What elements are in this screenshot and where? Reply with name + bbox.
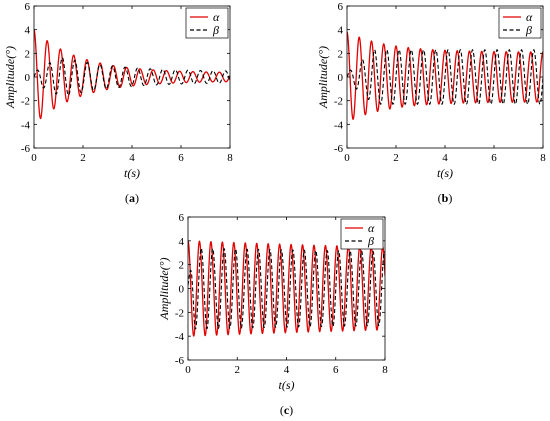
panel-caption: (c): [280, 403, 293, 417]
legend-box: [340, 218, 384, 250]
y-tick-label: -2: [175, 307, 184, 319]
series-line-alpha: [347, 31, 543, 120]
chart-panel-b: 0 2 4 6 8 -6 -4 -2 0 2 4 6 t(s) Amplitude(°) αβ (b): [316, 1, 546, 205]
series-line-alpha: [188, 240, 385, 337]
y-tick-label: -2: [21, 96, 30, 108]
x-tick-label: 8: [227, 152, 233, 164]
legend-label: β: [525, 23, 532, 37]
y-tick-label: -2: [334, 96, 343, 108]
y-tick-label: 4: [25, 25, 31, 37]
y-tick-label: 6: [179, 212, 185, 224]
y-tick-label: 6: [338, 1, 344, 13]
series-line-beta: [188, 247, 385, 330]
x-tick-label: 4: [284, 364, 290, 376]
y-tick-label: 0: [338, 72, 344, 84]
x-tick-label: 2: [80, 152, 86, 164]
legend: αβ: [498, 7, 542, 39]
legend-label: β: [367, 234, 374, 248]
chart-panel-c: 0 2 4 6 8 -6 -4 -2 0 2 4 6 t(s) Amplitude(°) αβ (c): [157, 212, 388, 417]
x-axis-label: t(s): [124, 166, 140, 180]
y-tick-label: 2: [25, 48, 31, 60]
x-tick-label: 0: [185, 364, 191, 376]
panel-caption: (b): [438, 191, 453, 205]
legend-box: [185, 7, 229, 39]
legend-label: α: [213, 10, 220, 24]
series-line-beta: [347, 49, 543, 105]
y-tick-label: -4: [334, 119, 344, 131]
y-tick-label: 4: [179, 236, 185, 248]
y-tick-label: 4: [338, 25, 344, 37]
y-tick-label: 2: [179, 260, 185, 272]
y-axis-label: Amplitude(°): [157, 257, 171, 320]
x-axis-label: t(s): [437, 166, 453, 180]
panel-caption: (a): [125, 191, 139, 205]
y-tick-label: 0: [25, 72, 31, 84]
legend-box: [498, 7, 542, 39]
x-tick-label: 0: [31, 152, 37, 164]
y-tick-label: -6: [334, 143, 344, 155]
legend-label: α: [368, 221, 375, 235]
x-tick-label: 8: [382, 364, 388, 376]
y-tick-label: -4: [175, 331, 185, 343]
y-tick-label: 0: [179, 284, 185, 296]
x-tick-label: 4: [129, 152, 135, 164]
y-axis-label: Amplitude(°): [3, 46, 17, 109]
x-tick-label: 4: [442, 152, 448, 164]
y-tick-label: 2: [338, 48, 344, 60]
y-tick-label: -4: [21, 119, 31, 131]
x-tick-label: 6: [178, 152, 184, 164]
y-tick-label: -6: [21, 143, 31, 155]
x-tick-label: 2: [393, 152, 399, 164]
x-tick-label: 8: [540, 152, 546, 164]
legend-label: α: [526, 10, 533, 24]
chart-panel-a: 0 2 4 6 8 -6 -4 -2 0 2 4 6 t(s) Amplitude(°) αβ (a): [3, 1, 233, 205]
x-tick-label: 6: [491, 152, 497, 164]
x-tick-label: 6: [333, 364, 339, 376]
y-tick-label: 6: [25, 1, 31, 13]
y-axis-label: Amplitude(°): [316, 46, 330, 109]
x-tick-label: 0: [344, 152, 350, 164]
legend-label: β: [212, 23, 219, 37]
y-tick-label: -6: [175, 355, 185, 367]
x-tick-label: 2: [235, 364, 241, 376]
series-line-beta: [34, 57, 230, 96]
series-line-alpha: [34, 29, 230, 120]
legend: αβ: [340, 218, 384, 250]
legend: αβ: [185, 7, 229, 39]
x-axis-label: t(s): [279, 378, 295, 392]
